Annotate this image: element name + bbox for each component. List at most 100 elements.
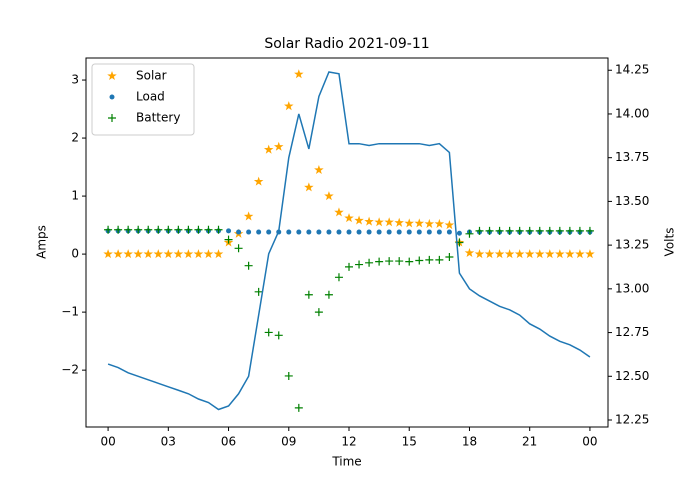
plus-marker [264, 328, 273, 337]
x-tick-label: 18 [462, 435, 477, 449]
y2-tick-label: 13.00 [615, 281, 649, 295]
star-marker [434, 218, 445, 228]
star-marker [524, 249, 535, 259]
y-axis-label: Amps [35, 225, 49, 259]
plus-marker [134, 225, 143, 234]
dot-marker [416, 229, 422, 235]
star-marker [183, 249, 194, 259]
dot-marker [236, 229, 242, 235]
star-marker [484, 249, 495, 259]
plus-marker [154, 225, 163, 234]
plus-marker [505, 226, 514, 235]
star-marker [394, 217, 404, 227]
y-tick-label: −2 [61, 363, 79, 377]
legend-label: Battery [136, 111, 180, 125]
star-marker [324, 191, 334, 201]
star-marker [314, 164, 324, 175]
plus-marker [114, 225, 123, 234]
plus-marker [375, 257, 384, 266]
plus-marker [324, 290, 333, 299]
plus-marker [575, 226, 584, 235]
dot-marker [446, 229, 452, 235]
y-tick-label: 1 [71, 189, 79, 203]
dot-marker [256, 229, 262, 235]
legend-box [91, 63, 195, 136]
plus-marker [345, 262, 354, 271]
plus-marker [194, 225, 203, 234]
star-marker [474, 249, 485, 259]
plus-marker [274, 331, 283, 340]
star-marker [545, 249, 555, 259]
plus-marker [585, 226, 594, 235]
star-marker [555, 249, 565, 259]
star-marker [344, 213, 354, 223]
plus-marker [104, 225, 113, 234]
dot-marker [296, 229, 302, 235]
star-marker [414, 218, 425, 228]
plus-marker [294, 403, 303, 412]
y2-tick-label: 14.25 [615, 63, 649, 77]
y-tick-label: 3 [71, 73, 79, 87]
plus-marker [254, 287, 263, 296]
plus-marker [465, 229, 474, 238]
dot-marker [426, 229, 432, 235]
dot-marker [226, 228, 232, 234]
plus-marker [525, 226, 534, 235]
line [107, 71, 591, 411]
star-marker [374, 217, 384, 227]
plus-marker [385, 257, 394, 266]
dot-marker [386, 229, 392, 235]
plus-marker [475, 226, 484, 235]
star-marker [123, 249, 133, 259]
plus-marker [334, 273, 343, 282]
x-axis-label: Time [331, 455, 361, 469]
star-marker [444, 220, 455, 230]
star-marker [243, 211, 254, 221]
star-marker [514, 249, 525, 259]
dot-marker [436, 229, 442, 235]
plus-marker [144, 225, 153, 234]
plus-marker [565, 226, 574, 235]
x-tick-label: 12 [341, 435, 356, 449]
y-tick-label: 2 [71, 131, 79, 145]
dot-marker [306, 229, 312, 235]
plus-marker [495, 226, 504, 235]
plus-marker [184, 225, 193, 234]
star-marker [565, 249, 575, 259]
y2-axis-label: Volts [663, 228, 676, 257]
dot-marker [456, 230, 462, 236]
y-tick-label: −1 [61, 305, 79, 319]
star-marker [213, 249, 224, 259]
star-marker [284, 101, 294, 111]
plot-frame [85, 57, 609, 428]
series [104, 225, 594, 412]
plus-marker [304, 290, 313, 299]
dot-marker [109, 94, 115, 100]
series [103, 69, 595, 259]
star-marker [384, 217, 394, 227]
y2-tick-label: 13.50 [615, 194, 649, 208]
x-tick-label: 09 [281, 435, 296, 449]
plus-marker [224, 235, 233, 244]
plus-marker [164, 225, 173, 234]
dot-marker [366, 229, 372, 235]
plus-marker [425, 255, 434, 264]
dot-marker [406, 229, 412, 235]
plus-marker [395, 257, 404, 266]
star-marker [153, 249, 164, 259]
plus-marker [314, 308, 323, 317]
dot-marker [356, 229, 362, 235]
star-marker [585, 249, 595, 259]
plus-marker [108, 114, 116, 122]
y2-tick-label: 14.00 [615, 106, 649, 120]
plus-marker [515, 226, 524, 235]
dot-marker [326, 229, 332, 235]
star-marker [534, 249, 545, 259]
chart-title: Solar Radio 2021-09-11 [264, 36, 429, 52]
plus-marker [545, 226, 554, 235]
star-marker [404, 218, 414, 228]
star-marker [334, 207, 344, 217]
star-marker [273, 141, 284, 151]
star-marker [364, 216, 374, 226]
